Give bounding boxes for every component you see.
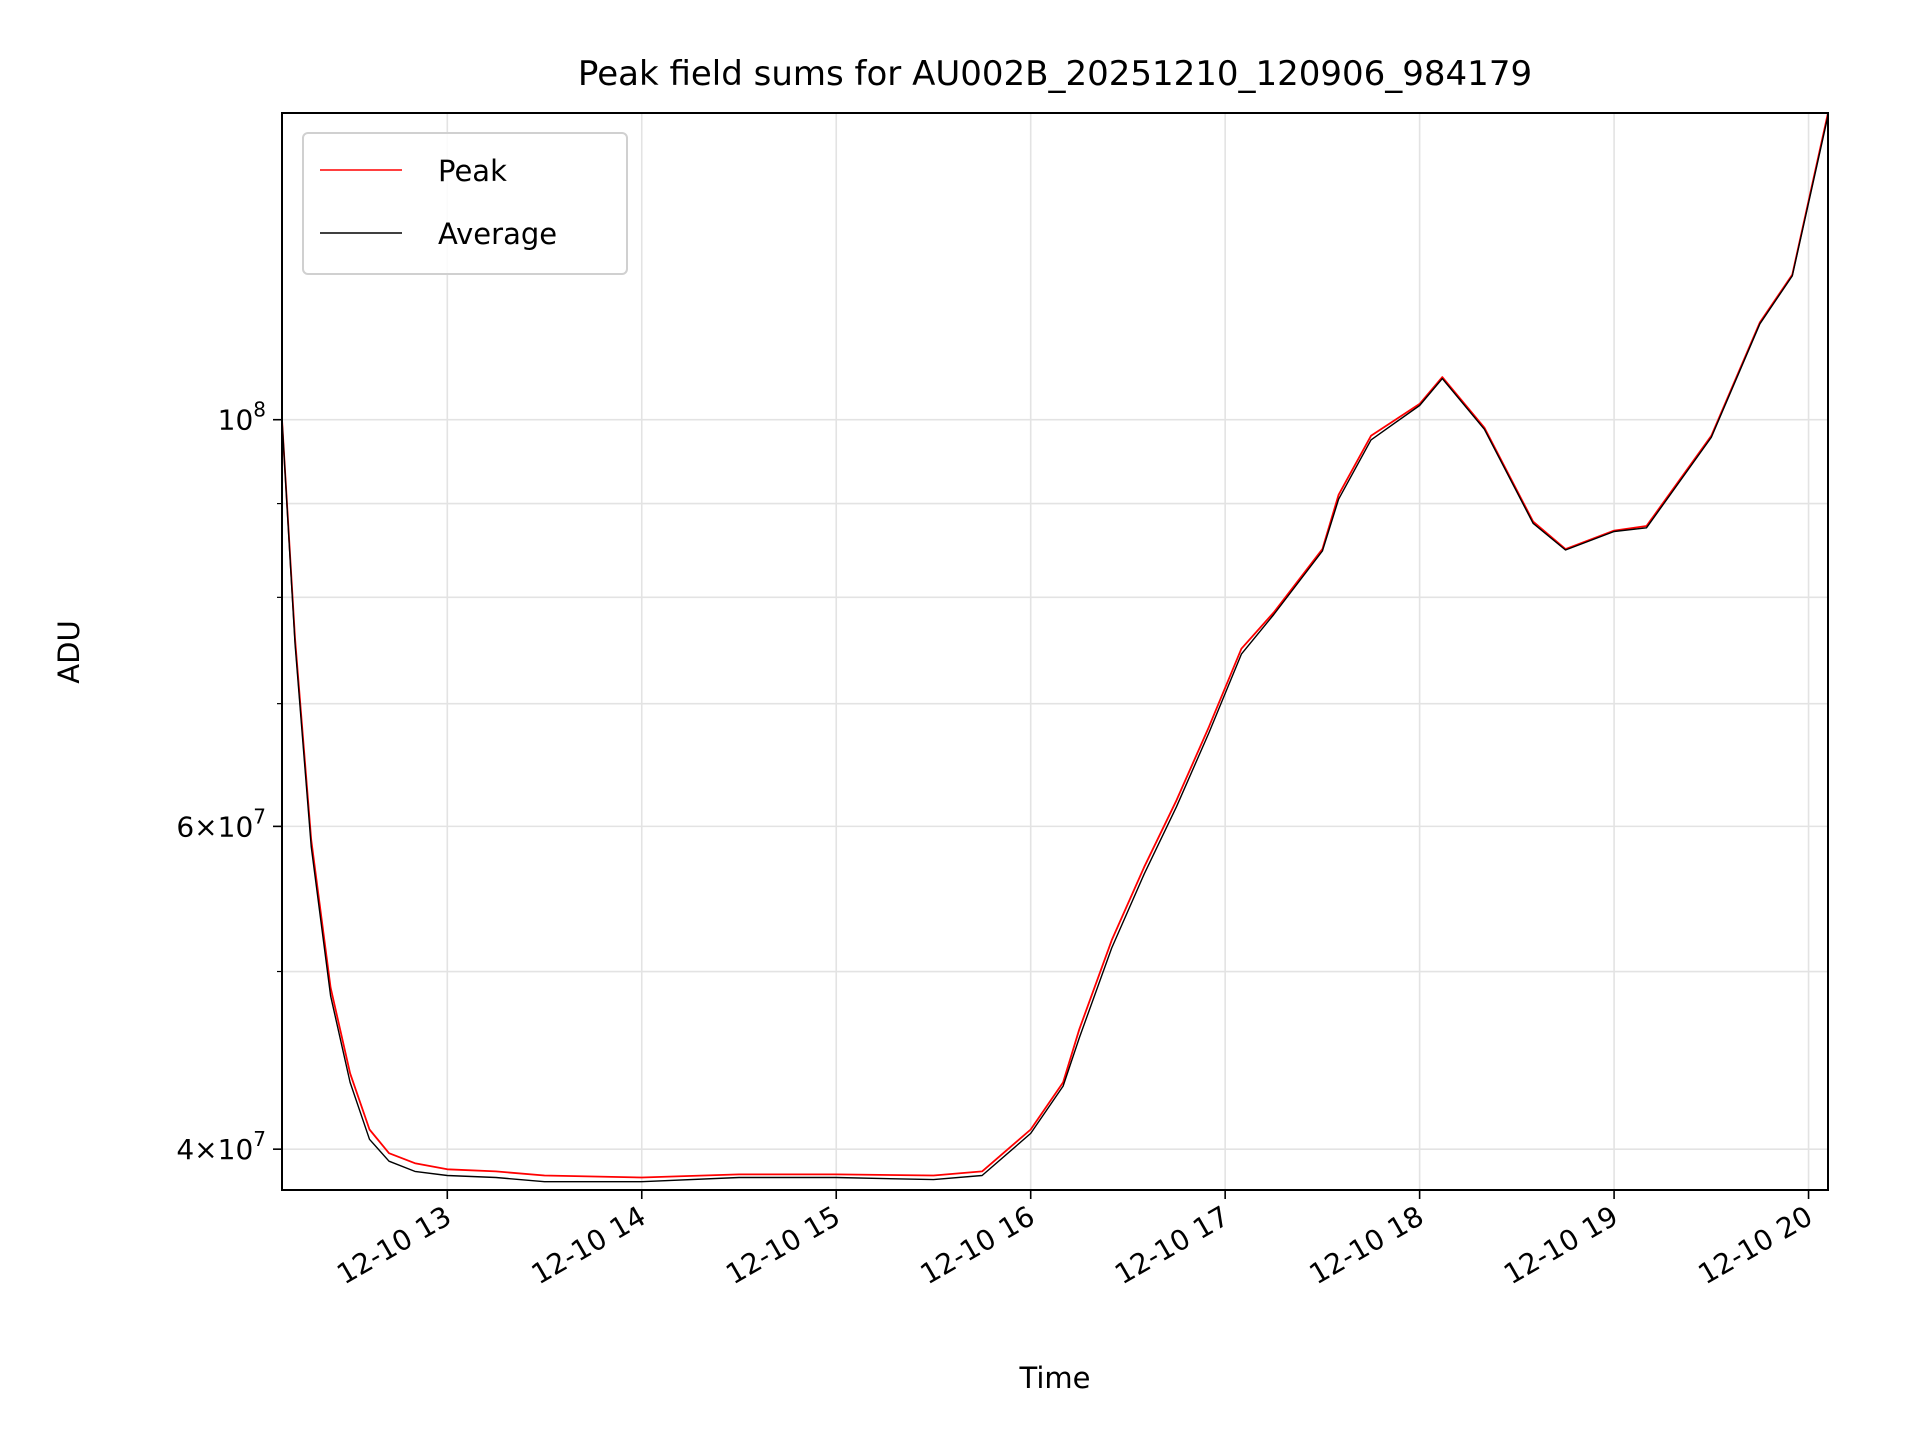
legend-label-peak: Peak xyxy=(438,154,507,188)
chart-title: Peak field sums for AU002B_20251210_1209… xyxy=(578,54,1532,94)
y-axis-label: ADU xyxy=(52,620,86,683)
y-tick-exponent: 7 xyxy=(253,804,266,828)
legend: Peak Average xyxy=(302,132,628,275)
y-tick-mantissa: 6 xyxy=(176,810,194,843)
y-tick-times: × xyxy=(194,810,217,843)
y-tick-exponent: 7 xyxy=(253,1127,266,1151)
y-tick-mantissa: 4 xyxy=(176,1133,194,1166)
series-line-average xyxy=(282,115,1828,1183)
plot-area xyxy=(282,113,1828,1183)
y-tick-times: × xyxy=(194,1133,217,1166)
grid-lines xyxy=(282,113,1828,1190)
y-tick-label: 6×107 xyxy=(176,804,266,843)
legend-box xyxy=(302,132,628,275)
y-tick-base: 10 xyxy=(218,1133,254,1166)
y-tick-label: 4×107 xyxy=(176,1127,266,1166)
y-tick-exponent: 8 xyxy=(253,398,266,422)
x-axis-label: Time xyxy=(1019,1361,1091,1395)
legend-label-average: Average xyxy=(438,217,557,251)
y-tick-label: 108 xyxy=(218,398,266,437)
y-tick-base: 10 xyxy=(218,810,254,843)
series-line-peak xyxy=(282,113,1828,1179)
y-tick-base: 10 xyxy=(218,404,254,437)
axes-frame xyxy=(281,112,1829,1191)
